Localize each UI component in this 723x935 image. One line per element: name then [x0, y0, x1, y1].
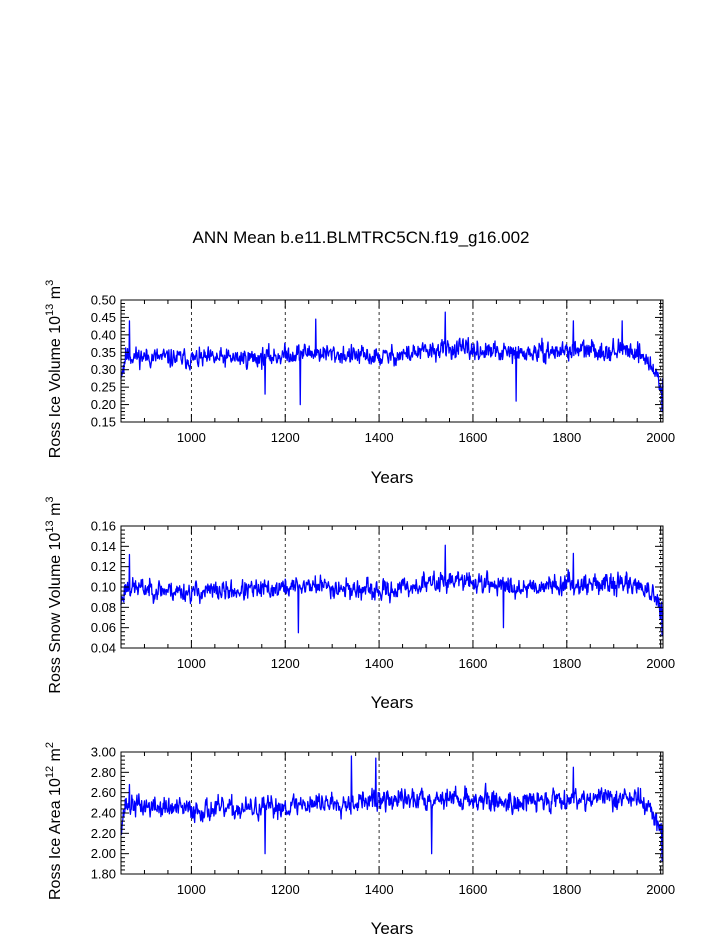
y-label-exponent: 3 [44, 280, 56, 286]
series-line [120, 544, 664, 637]
y-label-text: m [47, 503, 64, 521]
x-tick-label: 1600 [458, 882, 487, 897]
y-tick-label: 0.40 [91, 327, 116, 342]
y-tick-label: 2.00 [91, 846, 116, 861]
y-axis-label: Ross Snow Volume 1013 m3 [44, 496, 64, 693]
x-tick-label: 1800 [552, 656, 581, 671]
y-tick-label: 0.04 [91, 641, 116, 656]
y-label-text: m [47, 286, 64, 304]
x-tick-label: 1000 [177, 430, 206, 445]
y-tick-label: 0.06 [91, 620, 116, 635]
y-tick-label: 0.15 [91, 415, 116, 430]
x-tick-label: 1600 [458, 430, 487, 445]
y-tick-label: 0.45 [91, 310, 116, 325]
y-tick-label: 0.50 [91, 293, 116, 308]
y-label-text: Ross Ice Area 10 [47, 778, 64, 900]
x-tick-label: 1200 [271, 656, 300, 671]
x-tick-label: 1400 [365, 882, 394, 897]
panel-ice-volume: 1000 1200 1400 1600 1800 2000 0.15 0.20 0.25 0.30… [44, 280, 675, 487]
x-tick-label: 2000 [646, 882, 675, 897]
x-tick-label: 2000 [646, 430, 675, 445]
y-tick-label: 0.10 [91, 580, 116, 595]
y-label-exponent: 3 [44, 496, 56, 502]
y-tick-label: 0.35 [91, 345, 116, 360]
y-label-exponent: 13 [44, 304, 56, 316]
x-axis-label: Years [371, 693, 414, 712]
y-tick-label: 2.40 [91, 806, 116, 821]
y-tick-label: 0.20 [91, 397, 116, 412]
y-axis-label: Ross Ice Area 1012 m2 [44, 742, 64, 900]
series-line [120, 311, 664, 413]
y-axis-label: Ross Ice Volume 1013 m3 [44, 280, 64, 458]
plot-frame [120, 299, 664, 423]
y-tick-label: 0.08 [91, 600, 116, 615]
y-label-exponent: 12 [44, 766, 56, 778]
x-tick-label: 1600 [458, 656, 487, 671]
y-tick-label: 0.16 [91, 519, 116, 534]
panel-ice-area: 1000 1200 1400 1600 1800 2000 1.80 2.00 2.20 2.40… [44, 742, 675, 935]
y-label-text: Ross Snow Volume 10 [47, 532, 64, 693]
x-tick-label: 1200 [271, 430, 300, 445]
x-tick-label: 1400 [365, 656, 394, 671]
x-tick-label: 1200 [271, 882, 300, 897]
x-tick-label: 1800 [552, 430, 581, 445]
x-axis-label: Years [371, 919, 414, 935]
chart-title: ANN Mean b.e11.BLMTRC5CN.f19_g16.002 [192, 228, 529, 247]
x-tick-label: 1000 [177, 656, 206, 671]
y-tick-label: 0.14 [91, 539, 116, 554]
y-tick-label: 0.25 [91, 380, 116, 395]
y-label-text: m [47, 748, 64, 766]
x-tick-label: 2000 [646, 656, 675, 671]
y-tick-label: 2.80 [91, 765, 116, 780]
y-tick-label: 0.12 [91, 559, 116, 574]
y-label-text: Ross Ice Volume 10 [47, 316, 64, 458]
y-label-exponent: 2 [44, 742, 56, 748]
x-axis-label: Years [371, 468, 414, 487]
y-tick-label: 3.00 [91, 745, 116, 760]
panel-snow-volume: 1000 1200 1400 1600 1800 2000 0.04 0.06 0.08 0.10… [44, 496, 675, 712]
x-tick-label: 1000 [177, 882, 206, 897]
y-tick-label: 2.60 [91, 785, 116, 800]
x-tick-label: 1400 [365, 430, 394, 445]
y-tick-label: 0.30 [91, 362, 116, 377]
series-line [120, 755, 664, 862]
y-label-exponent: 13 [44, 520, 56, 532]
y-tick-label: 2.20 [91, 826, 116, 841]
y-tick-label: 1.80 [91, 867, 116, 882]
x-tick-label: 1800 [552, 882, 581, 897]
